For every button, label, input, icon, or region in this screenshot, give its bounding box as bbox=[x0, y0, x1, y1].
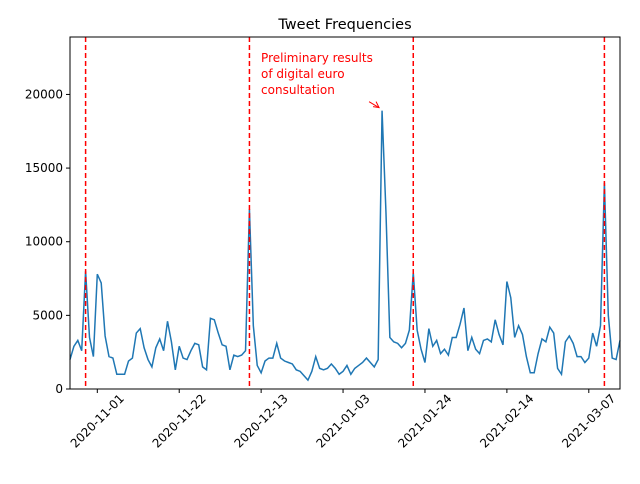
y-tick-label: 10000 bbox=[25, 235, 63, 249]
plot-frame bbox=[69, 36, 621, 390]
x-tick-label: 2020-12-13 bbox=[232, 391, 291, 450]
y-tick-label: 20000 bbox=[25, 87, 63, 101]
x-tick-label: 2020-11-22 bbox=[150, 391, 209, 450]
x-tick-label: 2021-03-07 bbox=[559, 391, 618, 450]
annotation-arrow bbox=[368, 101, 380, 109]
y-tick-label: 0 bbox=[55, 382, 63, 396]
annotation-text: of digital euro bbox=[261, 67, 345, 81]
x-tick-label: 2020-11-01 bbox=[68, 391, 127, 450]
x-tick-label: 2021-01-03 bbox=[313, 391, 372, 450]
y-tick-label: 15000 bbox=[25, 161, 63, 175]
x-tick-label: 2021-02-14 bbox=[477, 391, 536, 450]
x-tick-label: 2021-01-24 bbox=[395, 391, 454, 450]
y-tick-label: 5000 bbox=[32, 308, 63, 322]
annotation-text: Preliminary results bbox=[261, 51, 373, 65]
chart-title: Tweet Frequencies bbox=[277, 17, 411, 33]
annotation-text: consultation bbox=[261, 83, 335, 97]
annotation-arrowhead bbox=[372, 101, 380, 109]
series-line bbox=[69, 110, 621, 382]
